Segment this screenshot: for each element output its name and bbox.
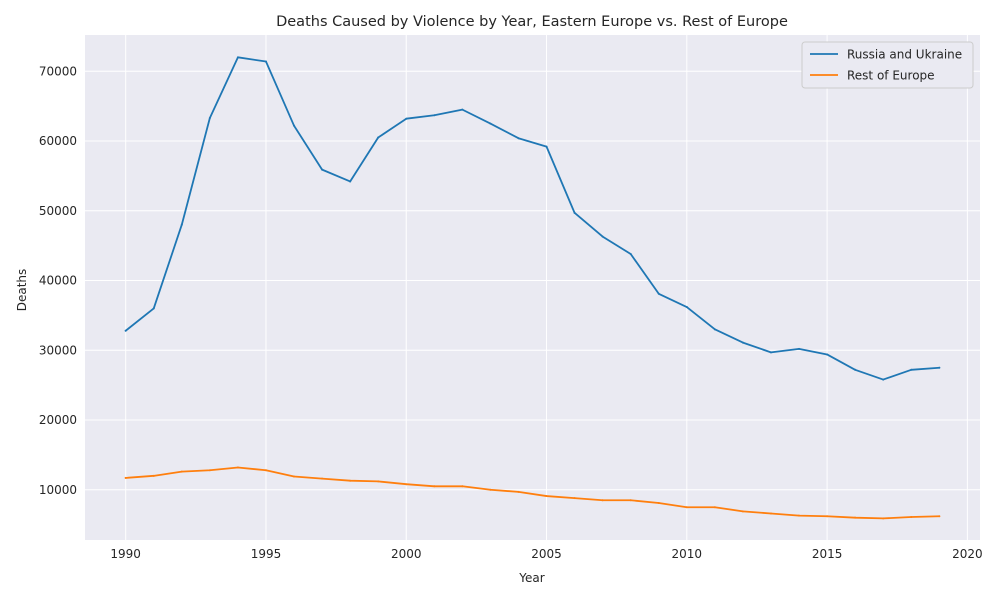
x-tick-label-1995: 1995 [251, 547, 282, 561]
data-point-russia-and-ukraine-2000 [405, 117, 408, 120]
legend: Russia and Ukraine Rest of Europe [801, 41, 974, 89]
data-point-russia-and-ukraine-2007 [601, 235, 604, 238]
data-point-russia-and-ukraine-2006 [573, 211, 576, 214]
data-point-rest-of-europe-2019 [938, 515, 941, 518]
data-point-russia-and-ukraine-1991 [152, 307, 155, 310]
data-point-rest-of-europe-1995 [264, 469, 267, 472]
x-tick-label-2020: 2020 [952, 547, 983, 561]
y-axis-label: Deaths [15, 269, 29, 312]
data-point-rest-of-europe-2004 [517, 490, 520, 493]
data-point-rest-of-europe-1999 [377, 480, 380, 483]
data-point-russia-and-ukraine-1997 [321, 168, 324, 171]
data-point-russia-and-ukraine-2009 [657, 292, 660, 295]
data-point-rest-of-europe-2011 [713, 506, 716, 509]
data-point-rest-of-europe-2013 [769, 512, 772, 515]
data-point-russia-and-ukraine-2001 [433, 114, 436, 117]
data-point-rest-of-europe-1998 [349, 479, 352, 482]
data-point-rest-of-europe-2009 [657, 502, 660, 505]
data-point-rest-of-europe-2015 [826, 515, 829, 518]
data-point-rest-of-europe-1997 [321, 477, 324, 480]
data-point-russia-and-ukraine-1998 [349, 180, 352, 183]
series-lines [124, 56, 941, 520]
data-point-russia-and-ukraine-2005 [545, 145, 548, 148]
y-tick-label-40000: 40000 [39, 274, 77, 288]
data-point-rest-of-europe-1993 [208, 469, 211, 472]
data-point-rest-of-europe-1996 [293, 475, 296, 478]
y-tick-label-70000: 70000 [39, 64, 77, 78]
data-point-russia-and-ukraine-1990 [124, 329, 127, 332]
data-point-rest-of-europe-2014 [798, 514, 801, 517]
data-point-rest-of-europe-2003 [489, 488, 492, 491]
data-point-russia-and-ukraine-2012 [741, 341, 744, 344]
data-point-russia-and-ukraine-1992 [180, 223, 183, 226]
x-axis-label: Year [518, 571, 544, 585]
x-tick-label-2000: 2000 [391, 547, 422, 561]
y-tick-label-30000: 30000 [39, 343, 77, 357]
data-point-russia-and-ukraine-2019 [938, 366, 941, 369]
data-point-russia-and-ukraine-2010 [685, 306, 688, 309]
y-tick-label-10000: 10000 [39, 483, 77, 497]
data-point-russia-and-ukraine-2004 [517, 137, 520, 140]
y-axis-ticks: 10000 20000 30000 40000 50000 60000 70000 [39, 64, 77, 497]
y-tick-label-20000: 20000 [39, 413, 77, 427]
data-point-rest-of-europe-2001 [433, 485, 436, 488]
y-tick-label-60000: 60000 [39, 134, 77, 148]
data-point-russia-and-ukraine-2011 [713, 328, 716, 331]
data-point-rest-of-europe-2007 [601, 499, 604, 502]
series-line-russia-and-ukraine [124, 56, 941, 381]
data-point-russia-and-ukraine-2018 [910, 368, 913, 371]
data-point-rest-of-europe-2005 [545, 495, 548, 498]
data-point-rest-of-europe-2018 [910, 515, 913, 518]
chart-title: Deaths Caused by Violence by Year, Easte… [276, 14, 788, 30]
data-point-russia-and-ukraine-2002 [461, 108, 464, 111]
legend-box [801, 41, 974, 89]
plot-background [85, 35, 980, 540]
data-point-rest-of-europe-1990 [124, 476, 127, 479]
data-point-rest-of-europe-2012 [741, 510, 744, 513]
data-point-russia-and-ukraine-2014 [798, 347, 801, 350]
data-point-rest-of-europe-1991 [152, 474, 155, 477]
x-tick-label-2015: 2015 [812, 547, 843, 561]
legend-label-russia-and-ukraine: Russia and Ukraine [847, 48, 962, 62]
data-point-russia-and-ukraine-2003 [489, 122, 492, 125]
data-point-rest-of-europe-1994 [236, 466, 239, 469]
data-point-russia-and-ukraine-1999 [377, 136, 380, 139]
data-point-rest-of-europe-2008 [629, 499, 632, 502]
data-point-russia-and-ukraine-2017 [882, 378, 885, 381]
x-tick-label-2010: 2010 [672, 547, 703, 561]
data-point-russia-and-ukraine-1996 [293, 124, 296, 127]
data-point-rest-of-europe-2010 [685, 506, 688, 509]
data-point-russia-and-ukraine-1995 [264, 60, 267, 63]
series-line-rest-of-europe [124, 466, 941, 520]
data-point-rest-of-europe-1992 [180, 470, 183, 473]
data-point-rest-of-europe-2000 [405, 483, 408, 486]
x-axis-ticks: 1990 1995 2000 2005 2010 2015 2020 [110, 547, 982, 561]
series-points-russia-and-ukraine [124, 56, 941, 381]
y-tick-label-50000: 50000 [39, 204, 77, 218]
data-point-rest-of-europe-2017 [882, 517, 885, 520]
data-point-russia-and-ukraine-2015 [826, 353, 829, 356]
x-tick-label-1990: 1990 [110, 547, 141, 561]
data-point-russia-and-ukraine-2008 [629, 253, 632, 256]
data-point-russia-and-ukraine-2016 [854, 368, 857, 371]
series-points-rest-of-europe [124, 466, 941, 520]
legend-label-rest-of-europe: Rest of Europe [847, 69, 935, 83]
data-point-rest-of-europe-2002 [461, 485, 464, 488]
data-point-rest-of-europe-2006 [573, 497, 576, 500]
data-point-russia-and-ukraine-1994 [236, 56, 239, 59]
data-point-russia-and-ukraine-1993 [208, 117, 211, 119]
data-point-russia-and-ukraine-2013 [769, 351, 772, 354]
data-point-rest-of-europe-2016 [854, 516, 857, 519]
x-tick-label-2005: 2005 [531, 547, 562, 561]
